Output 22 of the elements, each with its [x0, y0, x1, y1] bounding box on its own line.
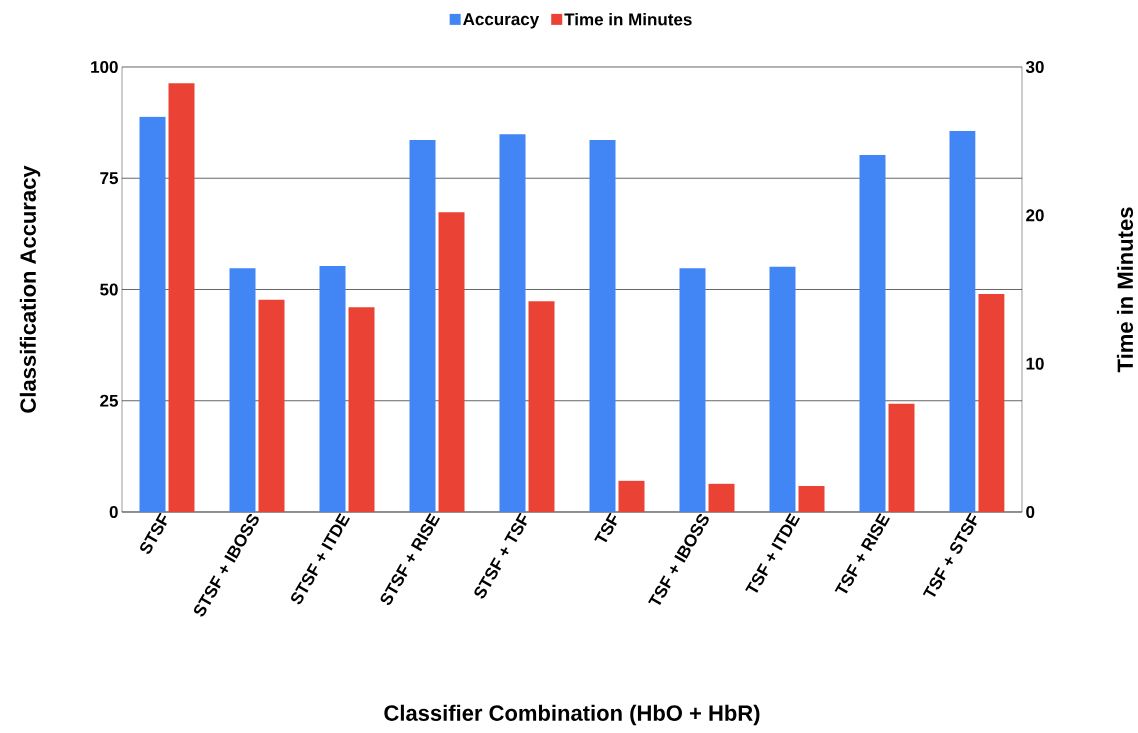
y-tick-label: 25 [100, 394, 118, 407]
legend-label: Accuracy [463, 13, 540, 29]
bar [618, 480, 645, 512]
bar [589, 139, 616, 512]
bar [769, 266, 796, 512]
bar [679, 268, 706, 512]
y-tick-label: 0 [109, 505, 118, 519]
y2-tick-label: 10 [1026, 357, 1044, 370]
y2-axis-title: Time in Minutes [1116, 207, 1134, 373]
y-axis-title: Classification Accuracy [19, 165, 41, 413]
y2-tick-label: 30 [1025, 60, 1044, 74]
y-tick-label: 100 [91, 60, 118, 74]
bar [708, 483, 735, 512]
y2-tick-label: 20 [1026, 209, 1044, 222]
y-tick-label: 50 [100, 283, 118, 296]
y2-tick-label: 0 [1026, 505, 1035, 519]
bar [888, 403, 915, 512]
bar [859, 155, 886, 512]
legend-label: Time in Minutes [564, 12, 692, 26]
x-axis-title: Classifier Combination (HbO + HbR) [384, 704, 760, 726]
bar [798, 486, 825, 512]
y-tick-label: 75 [100, 172, 118, 185]
